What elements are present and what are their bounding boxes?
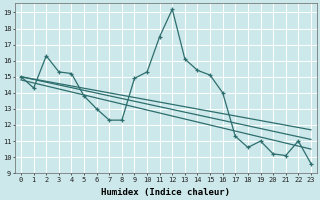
X-axis label: Humidex (Indice chaleur): Humidex (Indice chaleur) [101, 188, 230, 197]
